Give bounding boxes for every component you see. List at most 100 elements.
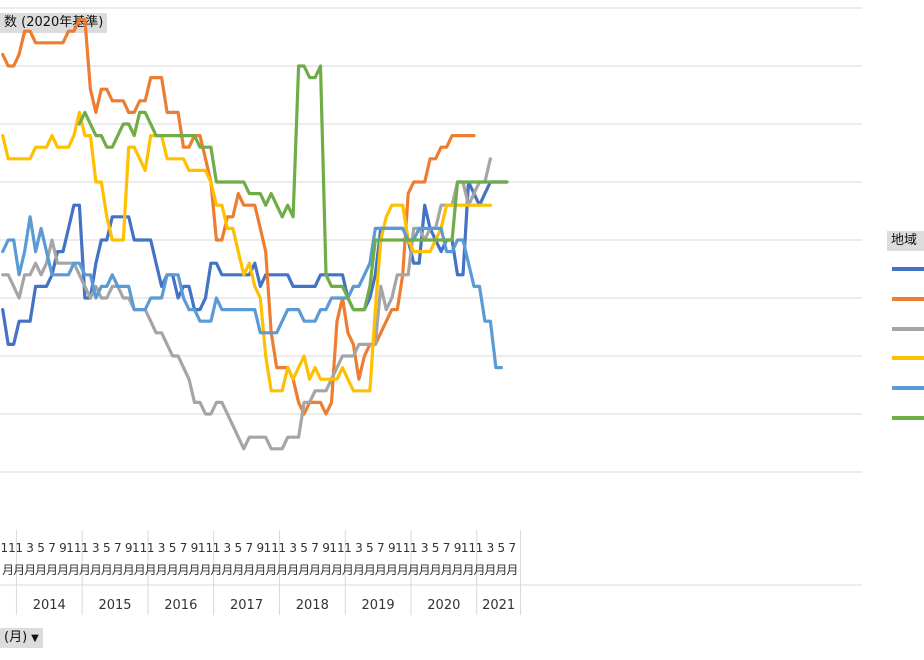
month-tick-label: 3月 (156, 541, 168, 577)
month-tick-label: 3月 (419, 541, 431, 577)
series-line-4[interactable] (1, 110, 492, 393)
svg-text:5: 5 (37, 541, 45, 555)
dropdown-arrow-icon[interactable]: ▼ (31, 633, 39, 644)
month-tick-label: 7月 (506, 541, 518, 577)
month-tick-label: 1月 (408, 541, 420, 577)
month-tick-label: 7月 (441, 541, 453, 577)
month-tick-label: 1月 (13, 541, 25, 577)
month-tick-label: 9月 (123, 541, 135, 577)
legend-item[interactable] (892, 260, 924, 280)
svg-text:月: 月 (243, 563, 255, 577)
svg-text:3: 3 (355, 541, 363, 555)
svg-text:月: 月 (232, 563, 244, 577)
svg-text:11: 11 (461, 541, 476, 555)
svg-text:月: 月 (495, 563, 507, 577)
legend-item[interactable] (892, 349, 924, 369)
month-tick-label: 11 月 (329, 541, 344, 577)
month-tick-label: 1月 (210, 541, 222, 577)
svg-text:7: 7 (114, 541, 122, 555)
legend-item[interactable] (892, 320, 924, 340)
legend-swatch (892, 386, 924, 391)
month-tick-label: 1月 (473, 541, 485, 577)
svg-text:月: 月 (375, 563, 387, 577)
month-tick-label: 5月 (167, 541, 179, 577)
svg-text:5: 5 (432, 541, 440, 555)
legend-item[interactable] (892, 290, 924, 310)
month-tick-label: 3月 (287, 541, 299, 577)
svg-text:月: 月 (462, 563, 474, 577)
month-tick-label: 5月 (298, 541, 310, 577)
svg-text:1: 1 (81, 541, 89, 555)
svg-text:月: 月 (210, 563, 222, 577)
legend-field-button[interactable]: 地域 (887, 231, 924, 251)
year-tick-label: 2020 (427, 598, 460, 613)
svg-text:月: 月 (397, 563, 409, 577)
series-line-5[interactable] (1, 215, 503, 370)
svg-text:5: 5 (300, 541, 308, 555)
series-line-2[interactable] (1, 18, 476, 416)
svg-text:月: 月 (320, 563, 332, 577)
svg-text:月: 月 (46, 563, 58, 577)
year-tick-label: 2015 (98, 598, 131, 613)
month-tick-label: 11 月 (1, 541, 16, 577)
svg-text:月: 月 (68, 563, 80, 577)
svg-text:月: 月 (265, 563, 277, 577)
month-tick-label: 7月 (375, 541, 387, 577)
svg-text:5: 5 (103, 541, 111, 555)
svg-text:5: 5 (366, 541, 374, 555)
month-tick-label: 1月 (79, 541, 91, 577)
svg-text:月: 月 (199, 563, 211, 577)
svg-text:1: 1 (410, 541, 418, 555)
legend-item[interactable] (892, 379, 924, 399)
month-tick-label: 9月 (254, 541, 266, 577)
month-tick-label: 5月 (35, 541, 47, 577)
month-tick-label: 7月 (112, 541, 124, 577)
year-tick-label: 2016 (164, 598, 197, 613)
svg-text:月: 月 (430, 563, 442, 577)
svg-text:3: 3 (158, 541, 166, 555)
legend-swatch (892, 356, 924, 361)
svg-text:1: 1 (476, 541, 484, 555)
month-tick-label: 9月 (57, 541, 69, 577)
legend-swatch (892, 416, 924, 420)
year-tick-label: 2017 (230, 598, 263, 613)
svg-text:7: 7 (48, 541, 56, 555)
month-tick-label: 9月 (320, 541, 332, 577)
month-tick-label: 11 月 (264, 541, 279, 577)
svg-text:9: 9 (454, 541, 462, 555)
month-tick-label: 9月 (188, 541, 200, 577)
category-axis: 2014 2015 2016 2017 2018 2019 2020 202111月1月3月5… (0, 530, 862, 615)
svg-text:7: 7 (245, 541, 253, 555)
svg-text:9: 9 (125, 541, 133, 555)
svg-text:3: 3 (224, 541, 232, 555)
svg-text:9: 9 (59, 541, 67, 555)
svg-text:11: 11 (66, 541, 81, 555)
svg-text:11: 11 (1, 541, 16, 555)
month-tick-label: 1月 (145, 541, 157, 577)
svg-text:9: 9 (191, 541, 199, 555)
series-line-1[interactable] (1, 180, 509, 346)
month-tick-label: 5月 (101, 541, 113, 577)
year-tick-label: 2021 (482, 598, 515, 613)
month-tick-label: 5月 (495, 541, 507, 577)
month-tick-label: 1月 (276, 541, 288, 577)
series-line-3[interactable] (1, 157, 492, 451)
svg-text:1: 1 (344, 541, 352, 555)
svg-text:月: 月 (2, 563, 14, 577)
year-tick-label: 2019 (362, 598, 395, 613)
legend-item[interactable] (892, 409, 924, 429)
year-tick-label: 2014 (33, 598, 66, 613)
month-tick-label: 5月 (232, 541, 244, 577)
month-tick-label: 7月 (46, 541, 58, 577)
month-tick-label: 3月 (90, 541, 102, 577)
svg-text:月: 月 (167, 563, 179, 577)
svg-text:1: 1 (147, 541, 155, 555)
month-tick-label: 5月 (430, 541, 442, 577)
month-tick-label: 11 月 (395, 541, 410, 577)
month-tick-label: 5月 (364, 541, 376, 577)
axis-field-button[interactable]: (月) ▼ (0, 628, 43, 648)
series-line-6[interactable] (77, 64, 509, 312)
svg-text:5: 5 (235, 541, 243, 555)
month-tick-label: 11 月 (66, 541, 81, 577)
svg-text:月: 月 (331, 563, 343, 577)
